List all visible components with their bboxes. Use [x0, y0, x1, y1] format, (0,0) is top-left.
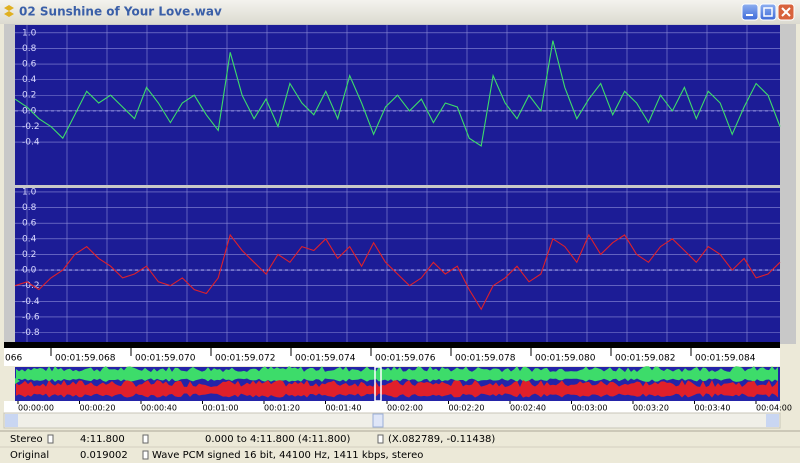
scroll-left[interactable]	[5, 414, 18, 427]
status-field: 0.000 to 4:11.800 (4:11.800)	[205, 434, 351, 445]
y-tick-label: -0.2	[22, 122, 40, 132]
overview-time-label: 00:04:00	[756, 404, 792, 413]
close-icon	[781, 7, 791, 17]
time-label: 00:01:59.074	[295, 354, 356, 364]
y-tick-label: 0.6	[22, 60, 37, 70]
overview-time-label: 00:00:40	[141, 404, 177, 413]
status-icon	[377, 434, 384, 444]
overview-time-label: 00:01:00	[203, 404, 239, 413]
y-tick-label: -0.6	[22, 312, 40, 322]
overview-time-label: 00:02:20	[449, 404, 485, 413]
y-tick-label: -0.8	[22, 328, 40, 338]
scroll-right[interactable]	[766, 414, 779, 427]
minimize-button[interactable]	[741, 3, 759, 21]
status-icon	[142, 434, 149, 444]
y-tick-label: 0.8	[22, 203, 37, 213]
overview-time-label: 00:00:20	[80, 404, 116, 413]
overview-ruler	[4, 401, 780, 413]
status-field: (X.082789, -0.11438)	[388, 434, 495, 445]
status-field: Stereo	[10, 434, 43, 445]
ruler-divider	[4, 342, 780, 348]
y-tick-label: -0.2	[22, 281, 40, 291]
overview-time-label: 00:00:00	[18, 404, 54, 413]
minimize-icon	[746, 14, 753, 16]
maximize-icon	[763, 7, 773, 17]
title-bar	[0, 0, 800, 24]
y-tick-label: 0.0	[22, 266, 37, 276]
time-label: 00:01:59.076	[375, 354, 436, 364]
play-marker	[15, 378, 20, 384]
overview-time-label: 00:01:20	[264, 404, 300, 413]
y-tick-label: 0.6	[22, 219, 37, 229]
overview-time-label: 00:02:00	[387, 404, 423, 413]
y-tick-label: 1.0	[22, 28, 37, 38]
window-buttons	[741, 3, 795, 21]
time-ruler	[4, 348, 780, 366]
y-tick-label: 1.0	[22, 187, 37, 197]
time-label: 00:01:59.068	[55, 354, 116, 364]
overview-time-label: 00:03:40	[695, 404, 731, 413]
scrollbar[interactable]	[3, 412, 781, 429]
maximize-button[interactable]	[759, 3, 777, 21]
status-field: Original	[10, 450, 49, 461]
status-field: Wave PCM signed 16 bit, 44100 Hz, 1411 k…	[152, 450, 423, 461]
overview-time-label: 00:03:00	[572, 404, 608, 413]
y-tick-label: -0.4	[22, 297, 40, 307]
overview-left	[16, 366, 778, 382]
status-field: 4:11.800	[80, 434, 125, 445]
y-tick-label: 0.2	[22, 250, 36, 260]
time-label: 00:01:59.070	[135, 354, 196, 364]
overview-right	[16, 380, 778, 398]
time-label: 00:01:59.078	[455, 354, 516, 364]
status-icon	[142, 450, 149, 460]
waveform	[14, 233, 781, 311]
wave-panel	[15, 25, 780, 185]
overview-cursor	[374, 366, 382, 402]
scroll-thumb[interactable]	[372, 413, 384, 428]
y-tick-label: -0.4	[22, 138, 40, 148]
overview-waveform	[16, 366, 778, 398]
overview-time-label: 00:02:40	[510, 404, 546, 413]
overview-time-label: 00:01:40	[326, 404, 362, 413]
y-tick-label: 0.4	[22, 234, 37, 244]
y-tick-label: 0.2	[22, 91, 36, 101]
y-tick-label: 0.0	[22, 106, 37, 116]
time-label: 00:01:59.084	[695, 354, 756, 364]
time-label: 066	[5, 354, 22, 364]
overview-time-label: 00:03:20	[633, 404, 669, 413]
wave-panel	[15, 188, 780, 342]
time-label: 00:01:59.082	[615, 354, 675, 364]
window-title: 02 Sunshine of Your Love.wav	[19, 5, 222, 19]
time-label: 00:01:59.072	[215, 354, 275, 364]
app-icon	[4, 5, 14, 17]
status-icon	[47, 434, 54, 444]
time-label: 00:01:59.080	[535, 354, 596, 364]
status-field: 0.019002	[80, 450, 128, 461]
waveform	[14, 40, 781, 147]
y-tick-label: 0.4	[22, 75, 37, 85]
y-tick-label: 0.8	[22, 44, 37, 54]
